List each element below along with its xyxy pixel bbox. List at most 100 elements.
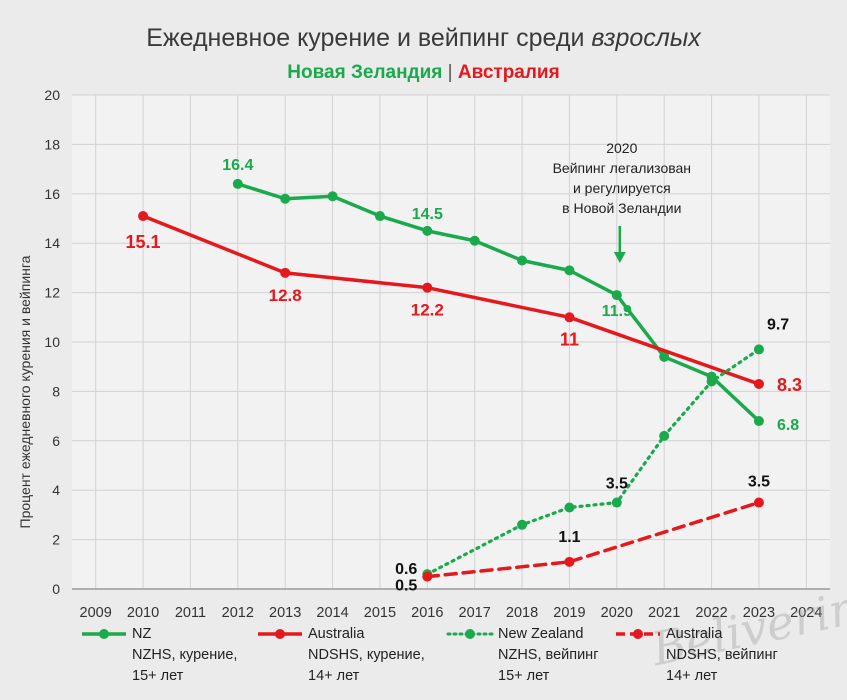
y-tick-label: 2 (52, 532, 60, 548)
annotation-text: в Новой Зеландии (562, 200, 681, 216)
data-point-nz_vaping (753, 344, 764, 355)
data-point-nz_smoking (469, 235, 480, 246)
data-point-nz_smoking (659, 351, 670, 362)
subtitle-separator: | (442, 62, 458, 83)
x-tick-label: 2022 (695, 605, 727, 621)
data-label-au_smoking: 8.3 (777, 375, 802, 395)
data-point-nz_smoking (374, 211, 385, 222)
data-point-nz_smoking (753, 416, 764, 427)
title-main: Ежедневное курение и вейпинг среди (146, 24, 592, 52)
legend-desc: 15+ лет (132, 668, 184, 684)
x-tick-label: 2011 (175, 605, 206, 621)
data-label-au_vaping: 3.5 (748, 474, 770, 491)
chart-subtitle: Новая Зеландия | Австралия (0, 62, 847, 84)
data-point-au_smoking (564, 312, 575, 323)
subtitle-nz: Новая Зеландия (287, 62, 443, 83)
y-tick-label: 16 (44, 186, 60, 202)
x-tick-label: 2009 (80, 605, 112, 621)
legend-desc: 14+ лет (666, 668, 718, 684)
y-tick-label: 20 (44, 87, 60, 103)
data-label-au_smoking: 12.2 (411, 301, 444, 320)
data-label-au_vaping: 0.5 (395, 578, 417, 595)
data-point-au_smoking (280, 267, 291, 278)
legend-item-au-smoking: Australia NDSHS, курение, 14+ лет (256, 624, 425, 687)
y-tick-label: 14 (44, 235, 60, 251)
data-point-au_vaping (422, 571, 433, 582)
x-tick-label: 2016 (411, 605, 443, 621)
x-tick-label: 2015 (364, 605, 396, 621)
data-point-nz_vaping (611, 497, 622, 508)
annotation-text: и регулируется (573, 180, 671, 196)
x-tick-label: 2013 (269, 605, 301, 621)
legend-desc: NDSHS, вейпинг (666, 647, 778, 663)
data-point-nz_smoking (564, 265, 575, 276)
annotation-arrow-head (613, 252, 626, 263)
data-label-nz_vaping: 0.6 (395, 561, 417, 578)
x-tick-label: 2012 (222, 605, 254, 621)
data-label-au_smoking: 11 (560, 329, 579, 349)
data-label-nz_smoking: 6.8 (777, 417, 799, 434)
legend-swatch-solid-green (82, 629, 126, 640)
annotation-text: 2020 (606, 140, 637, 156)
legend-item-au-vaping: Australia NDSHS, вейпинг 14+ лет (614, 624, 778, 687)
legend-desc: NZHS, курение, (132, 647, 238, 663)
y-tick-label: 4 (52, 482, 60, 498)
data-label-nz_vaping: 9.7 (767, 316, 789, 333)
y-tick-label: 6 (52, 433, 60, 449)
x-tick-label: 2021 (648, 605, 680, 621)
x-tick-label: 2019 (553, 605, 585, 621)
y-tick-label: 0 (52, 581, 60, 597)
legend-swatch-dashed-red (616, 629, 660, 640)
legend-name: New Zealand (498, 626, 584, 642)
legend-desc: 14+ лет (308, 668, 360, 684)
x-tick-label: 2017 (459, 605, 491, 621)
data-point-au_vaping (753, 497, 764, 508)
data-point-nz_smoking (280, 193, 291, 204)
data-point-nz_vaping (517, 519, 528, 530)
data-label-au_smoking: 15.1 (126, 232, 161, 252)
data-point-nz_vaping (564, 502, 575, 513)
y-tick-label: 18 (44, 136, 60, 152)
data-point-au_smoking (138, 211, 149, 222)
data-point-nz_smoking (517, 255, 528, 266)
x-tick-label: 2024 (790, 605, 822, 621)
y-tick-label: 10 (44, 334, 60, 350)
data-label-au_smoking: 12.8 (269, 286, 302, 305)
data-point-nz_vaping (706, 376, 717, 387)
legend-name: Australia (666, 626, 723, 642)
data-label-nz_smoking: 11.9 (602, 303, 632, 320)
legend-desc: 15+ лет (498, 668, 550, 684)
y-tick-label: 8 (52, 383, 60, 399)
legend-name: NZ (132, 626, 152, 642)
data-point-au_smoking (753, 378, 764, 389)
data-label-au_vaping: 1.1 (558, 529, 580, 546)
legend-desc: NDSHS, курение, (308, 647, 425, 663)
x-tick-label: 2018 (506, 605, 538, 621)
data-point-nz_smoking (327, 191, 338, 202)
y-tick-label: 12 (44, 285, 60, 301)
data-point-nz_smoking (611, 290, 622, 301)
legend-desc: NZHS, вейпинг (498, 647, 599, 663)
data-label-nz_smoking: 16.4 (222, 157, 253, 174)
data-label-nz_smoking: 14.5 (412, 206, 443, 223)
annotation-text: Вейпинг легализован (553, 160, 691, 176)
x-tick-label: 2010 (127, 605, 159, 621)
legend-swatch-dotted-green (446, 629, 494, 640)
data-point-nz_smoking (232, 178, 243, 189)
series-line-nz_smoking (236, 182, 761, 423)
y-axis-label: Процент ежедневного курения и вейпинга (17, 255, 33, 528)
x-tick-label: 2014 (316, 605, 348, 621)
data-point-nz_smoking (422, 225, 433, 236)
data-point-nz_vaping (659, 430, 670, 441)
data-label-nz_vaping: 3.5 (606, 476, 628, 493)
legend-name: Australia (308, 626, 365, 642)
x-tick-label: 2023 (743, 605, 775, 621)
subtitle-au: Австралия (457, 62, 560, 83)
chart-title: Ежедневное курение и вейпинг среди взрос… (0, 24, 847, 53)
data-point-au_vaping (564, 556, 575, 567)
title-italic: взрослых (591, 24, 701, 52)
legend-swatch-solid-red (258, 629, 302, 640)
legend-item-nz-vaping: New Zealand NZHS, вейпинг 15+ лет (446, 624, 598, 687)
data-point-au_smoking (422, 282, 433, 293)
